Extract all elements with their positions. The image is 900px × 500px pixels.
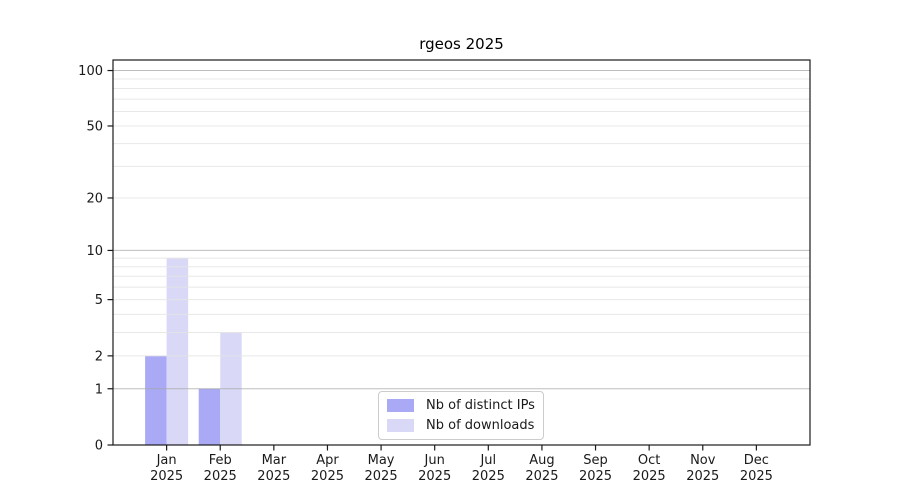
legend-row: Nb of distinct IPs <box>387 398 535 413</box>
y-tick-label: 100 <box>78 64 103 79</box>
y-tick-label: 1 <box>95 382 103 397</box>
bar-distinct-ips <box>198 388 221 445</box>
x-tick-label: Jul 2025 <box>472 453 505 484</box>
x-tick-label: Dec 2025 <box>740 453 773 484</box>
legend-swatch-distinct-ips <box>387 399 414 412</box>
axes-layer <box>107 59 811 451</box>
x-tick-label: Nov 2025 <box>686 453 719 484</box>
bars-layer <box>145 258 242 445</box>
y-tick-label: 0 <box>95 439 103 454</box>
x-tick-label: May 2025 <box>365 453 398 484</box>
x-tick-label: Jun 2025 <box>418 453 451 484</box>
legend: Nb of distinct IPs Nb of downloads <box>378 391 544 440</box>
legend-swatch-downloads <box>387 419 414 432</box>
plot-border <box>112 59 811 446</box>
grid-layer <box>113 70 810 390</box>
x-tick-label: Oct 2025 <box>633 453 666 484</box>
bar-downloads <box>166 258 189 445</box>
y-tick-label: 2 <box>95 349 103 364</box>
x-tick-label: Sep 2025 <box>579 453 612 484</box>
y-tick-label: 50 <box>86 119 103 134</box>
y-tick-label: 5 <box>95 293 103 308</box>
labels-layer: 0 1 2 5 10 20 50 100 Jan 2025 Feb 2025 Mar 2025 Apr 202… <box>78 64 773 484</box>
legend-label-downloads: Nb of downloads <box>426 418 535 433</box>
bar-distinct-ips <box>145 355 167 445</box>
legend-label-distinct-ips: Nb of distinct IPs <box>426 398 535 413</box>
x-tick-label: Mar 2025 <box>257 453 290 484</box>
x-tick-label: Apr 2025 <box>311 453 344 484</box>
y-tick-label: 20 <box>86 191 103 206</box>
chart-title: rgeos 2025 <box>419 35 504 53</box>
x-tick-label: Feb 2025 <box>204 453 237 484</box>
x-tick-label: Aug 2025 <box>525 453 558 484</box>
legend-row: Nb of downloads <box>387 418 535 433</box>
x-tick-label: Jan 2025 <box>150 453 183 484</box>
y-tick-label: 10 <box>86 244 103 259</box>
